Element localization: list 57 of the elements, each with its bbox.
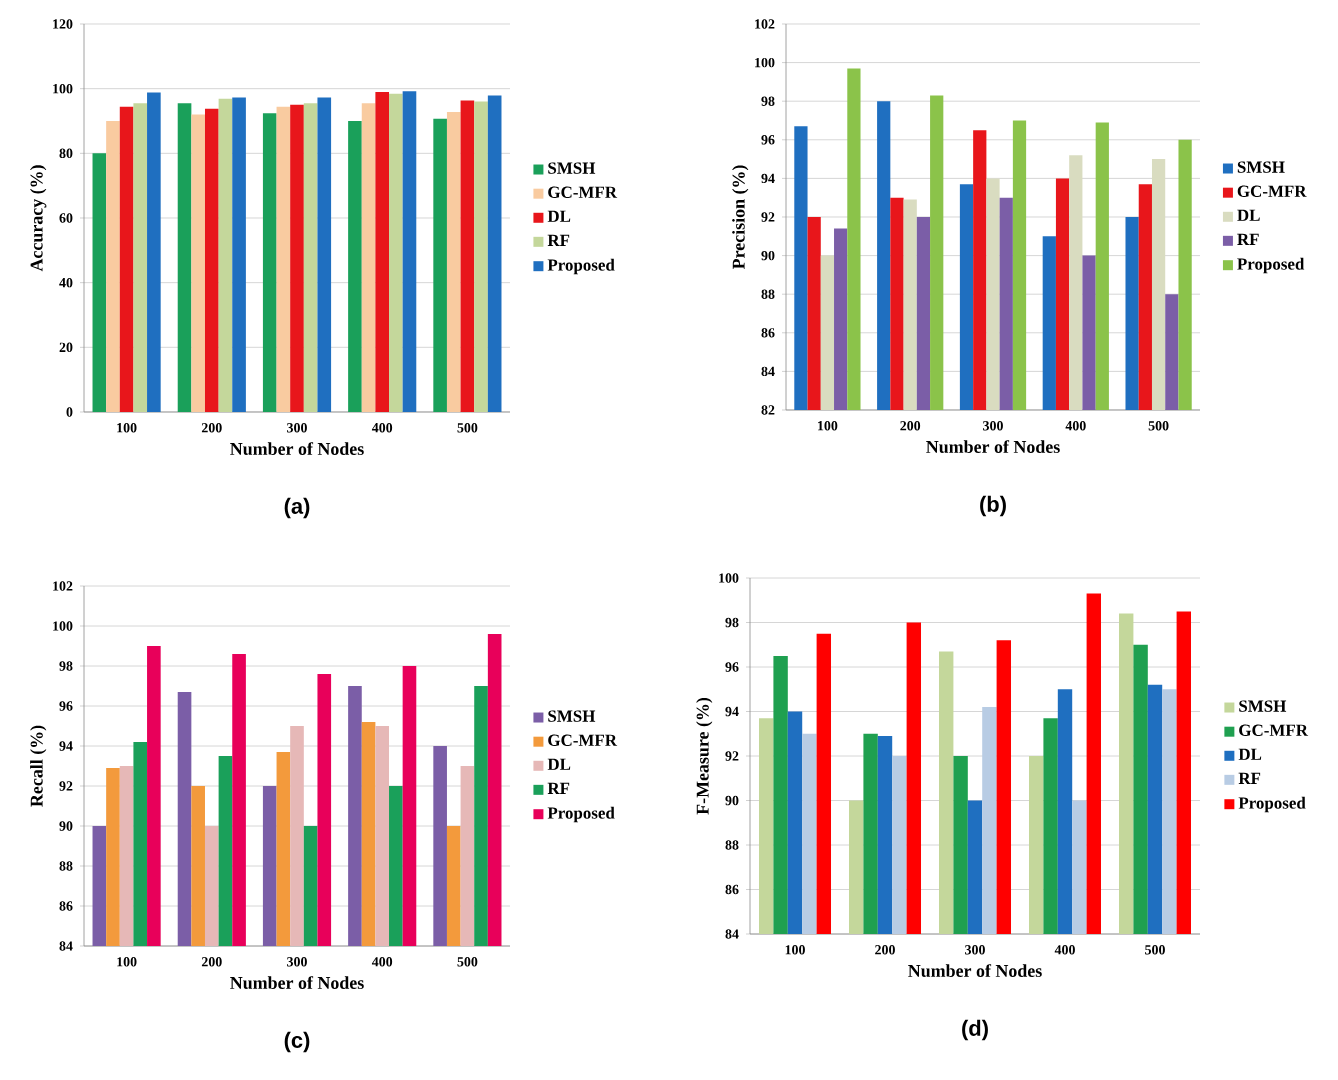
legend-label: Proposed bbox=[547, 806, 615, 823]
legend-label: DL bbox=[547, 210, 571, 222]
legend-label: GC-MFR bbox=[548, 186, 618, 198]
text: (a) bbox=[284, 497, 310, 519]
legend-label: Proposed bbox=[1237, 257, 1305, 274]
bar bbox=[317, 97, 332, 412]
bar bbox=[119, 106, 134, 412]
legend-label: DL bbox=[547, 758, 571, 770]
bar bbox=[262, 113, 277, 412]
legend-label: GC-MFR bbox=[548, 734, 618, 746]
bar bbox=[276, 106, 291, 412]
bar bbox=[375, 91, 390, 412]
legend-label: RF bbox=[547, 234, 570, 246]
legend-label: SMSH bbox=[548, 710, 596, 722]
y-axis-title: Accuracy (%) bbox=[30, 165, 47, 272]
legend-label: Proposed bbox=[547, 258, 615, 275]
x-axis-title: Number of Nodes bbox=[908, 964, 1042, 977]
bar bbox=[218, 98, 233, 412]
legend-label: SMSH bbox=[548, 162, 596, 174]
bar bbox=[204, 108, 219, 412]
legend-label: Proposed bbox=[1238, 796, 1306, 813]
bar bbox=[460, 100, 475, 412]
bar bbox=[446, 111, 461, 412]
bar bbox=[389, 93, 403, 412]
x-axis-title: Number of Nodes bbox=[926, 440, 1060, 453]
bar bbox=[303, 103, 318, 412]
text: (d) bbox=[962, 1019, 988, 1041]
legend-label: GC-MFR bbox=[1237, 185, 1307, 197]
legend-label: SMSH bbox=[1237, 161, 1285, 173]
legend-label: RF bbox=[1238, 772, 1261, 784]
bar bbox=[133, 103, 148, 412]
bar bbox=[191, 114, 205, 412]
legend-label: RF bbox=[1237, 233, 1259, 245]
bar bbox=[147, 92, 161, 412]
bar bbox=[487, 95, 502, 412]
bar bbox=[290, 104, 304, 412]
x-axis-title: Number of Nodes bbox=[230, 442, 364, 455]
x-axis-title: Number of Nodes bbox=[230, 976, 364, 989]
text: (b) bbox=[980, 495, 1006, 517]
bar bbox=[106, 120, 120, 412]
bar bbox=[402, 91, 417, 412]
bar bbox=[474, 101, 488, 412]
bar bbox=[92, 153, 107, 412]
legend-label: DL bbox=[1238, 748, 1262, 760]
text: (c) bbox=[284, 1031, 310, 1053]
legend-label: GC-MFR bbox=[1239, 724, 1309, 736]
bar bbox=[361, 103, 376, 412]
bar bbox=[177, 103, 192, 412]
bar bbox=[348, 120, 362, 412]
y-axis-title: Recall (%) bbox=[30, 725, 47, 807]
bar bbox=[433, 118, 447, 412]
legend-label: RF bbox=[547, 782, 570, 794]
legend-label: SMSH bbox=[1239, 700, 1287, 712]
legend-label: DL bbox=[1237, 209, 1260, 221]
y-axis-title: Precision (%) bbox=[732, 165, 749, 270]
bar bbox=[232, 97, 246, 412]
y-axis-title: F-Measure (%) bbox=[696, 697, 713, 815]
